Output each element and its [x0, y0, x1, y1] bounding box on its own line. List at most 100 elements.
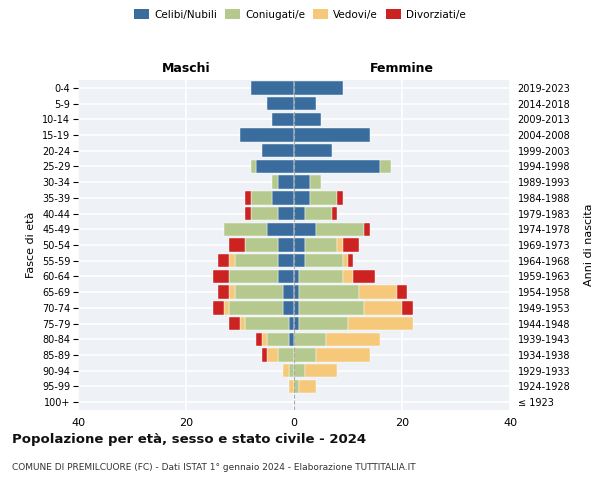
- Bar: [278, 348, 294, 362]
- Bar: [240, 317, 245, 330]
- Bar: [337, 191, 343, 204]
- Bar: [343, 270, 353, 283]
- Bar: [316, 348, 370, 362]
- Bar: [294, 191, 310, 204]
- Bar: [294, 332, 326, 346]
- Bar: [229, 238, 245, 252]
- Bar: [294, 317, 299, 330]
- Bar: [326, 332, 380, 346]
- Bar: [251, 81, 294, 94]
- Bar: [353, 270, 375, 283]
- Bar: [299, 317, 348, 330]
- Bar: [332, 207, 337, 220]
- Text: Maschi: Maschi: [161, 62, 211, 75]
- Bar: [278, 238, 294, 252]
- Bar: [229, 301, 283, 314]
- Bar: [262, 332, 267, 346]
- Bar: [294, 270, 299, 283]
- Bar: [224, 301, 229, 314]
- Bar: [310, 176, 321, 189]
- Bar: [294, 128, 370, 141]
- Bar: [229, 286, 235, 299]
- Bar: [278, 207, 294, 220]
- Bar: [305, 364, 337, 378]
- Bar: [267, 222, 294, 236]
- Bar: [213, 301, 224, 314]
- Bar: [294, 380, 299, 393]
- Bar: [294, 176, 310, 189]
- Bar: [294, 160, 380, 173]
- Bar: [218, 286, 229, 299]
- Bar: [272, 176, 278, 189]
- Bar: [316, 222, 364, 236]
- Bar: [245, 207, 251, 220]
- Bar: [310, 191, 337, 204]
- Text: Femmine: Femmine: [370, 62, 434, 75]
- Bar: [294, 254, 305, 268]
- Bar: [359, 286, 397, 299]
- Bar: [348, 254, 353, 268]
- Bar: [294, 81, 343, 94]
- Bar: [272, 191, 294, 204]
- Bar: [337, 238, 343, 252]
- Bar: [299, 286, 359, 299]
- Bar: [278, 254, 294, 268]
- Bar: [299, 301, 364, 314]
- Bar: [235, 254, 278, 268]
- Text: COMUNE DI PREMILCUORE (FC) - Dati ISTAT 1° gennaio 2024 - Elaborazione TUTTITALI: COMUNE DI PREMILCUORE (FC) - Dati ISTAT …: [12, 462, 416, 471]
- Y-axis label: Fasce di età: Fasce di età: [26, 212, 37, 278]
- Bar: [299, 270, 343, 283]
- Bar: [262, 348, 267, 362]
- Text: Popolazione per età, sesso e stato civile - 2024: Popolazione per età, sesso e stato civil…: [12, 432, 366, 446]
- Bar: [294, 348, 316, 362]
- Bar: [229, 254, 235, 268]
- Bar: [283, 301, 294, 314]
- Bar: [289, 364, 294, 378]
- Bar: [213, 270, 229, 283]
- Bar: [251, 160, 256, 173]
- Bar: [272, 112, 294, 126]
- Bar: [294, 364, 305, 378]
- Bar: [289, 317, 294, 330]
- Bar: [251, 207, 278, 220]
- Bar: [294, 238, 305, 252]
- Bar: [245, 191, 251, 204]
- Bar: [343, 254, 348, 268]
- Bar: [240, 128, 294, 141]
- Bar: [251, 191, 272, 204]
- Bar: [224, 222, 267, 236]
- Bar: [294, 144, 332, 158]
- Bar: [283, 286, 294, 299]
- Bar: [343, 238, 359, 252]
- Bar: [294, 222, 316, 236]
- Bar: [305, 207, 332, 220]
- Legend: Celibi/Nubili, Coniugati/e, Vedovi/e, Divorziati/e: Celibi/Nubili, Coniugati/e, Vedovi/e, Di…: [130, 5, 470, 24]
- Bar: [294, 207, 305, 220]
- Bar: [364, 301, 402, 314]
- Bar: [267, 332, 289, 346]
- Bar: [235, 286, 283, 299]
- Bar: [402, 301, 413, 314]
- Bar: [229, 270, 278, 283]
- Bar: [364, 222, 370, 236]
- Bar: [245, 317, 289, 330]
- Bar: [397, 286, 407, 299]
- Bar: [229, 317, 240, 330]
- Bar: [218, 254, 229, 268]
- Bar: [262, 144, 294, 158]
- Bar: [299, 380, 316, 393]
- Bar: [294, 112, 321, 126]
- Bar: [267, 348, 278, 362]
- Bar: [294, 97, 316, 110]
- Bar: [289, 332, 294, 346]
- Bar: [256, 332, 262, 346]
- Bar: [289, 380, 294, 393]
- Bar: [380, 160, 391, 173]
- Y-axis label: Anni di nascita: Anni di nascita: [584, 204, 595, 286]
- Bar: [294, 301, 299, 314]
- Bar: [267, 97, 294, 110]
- Bar: [305, 254, 343, 268]
- Bar: [294, 286, 299, 299]
- Bar: [283, 364, 289, 378]
- Bar: [256, 160, 294, 173]
